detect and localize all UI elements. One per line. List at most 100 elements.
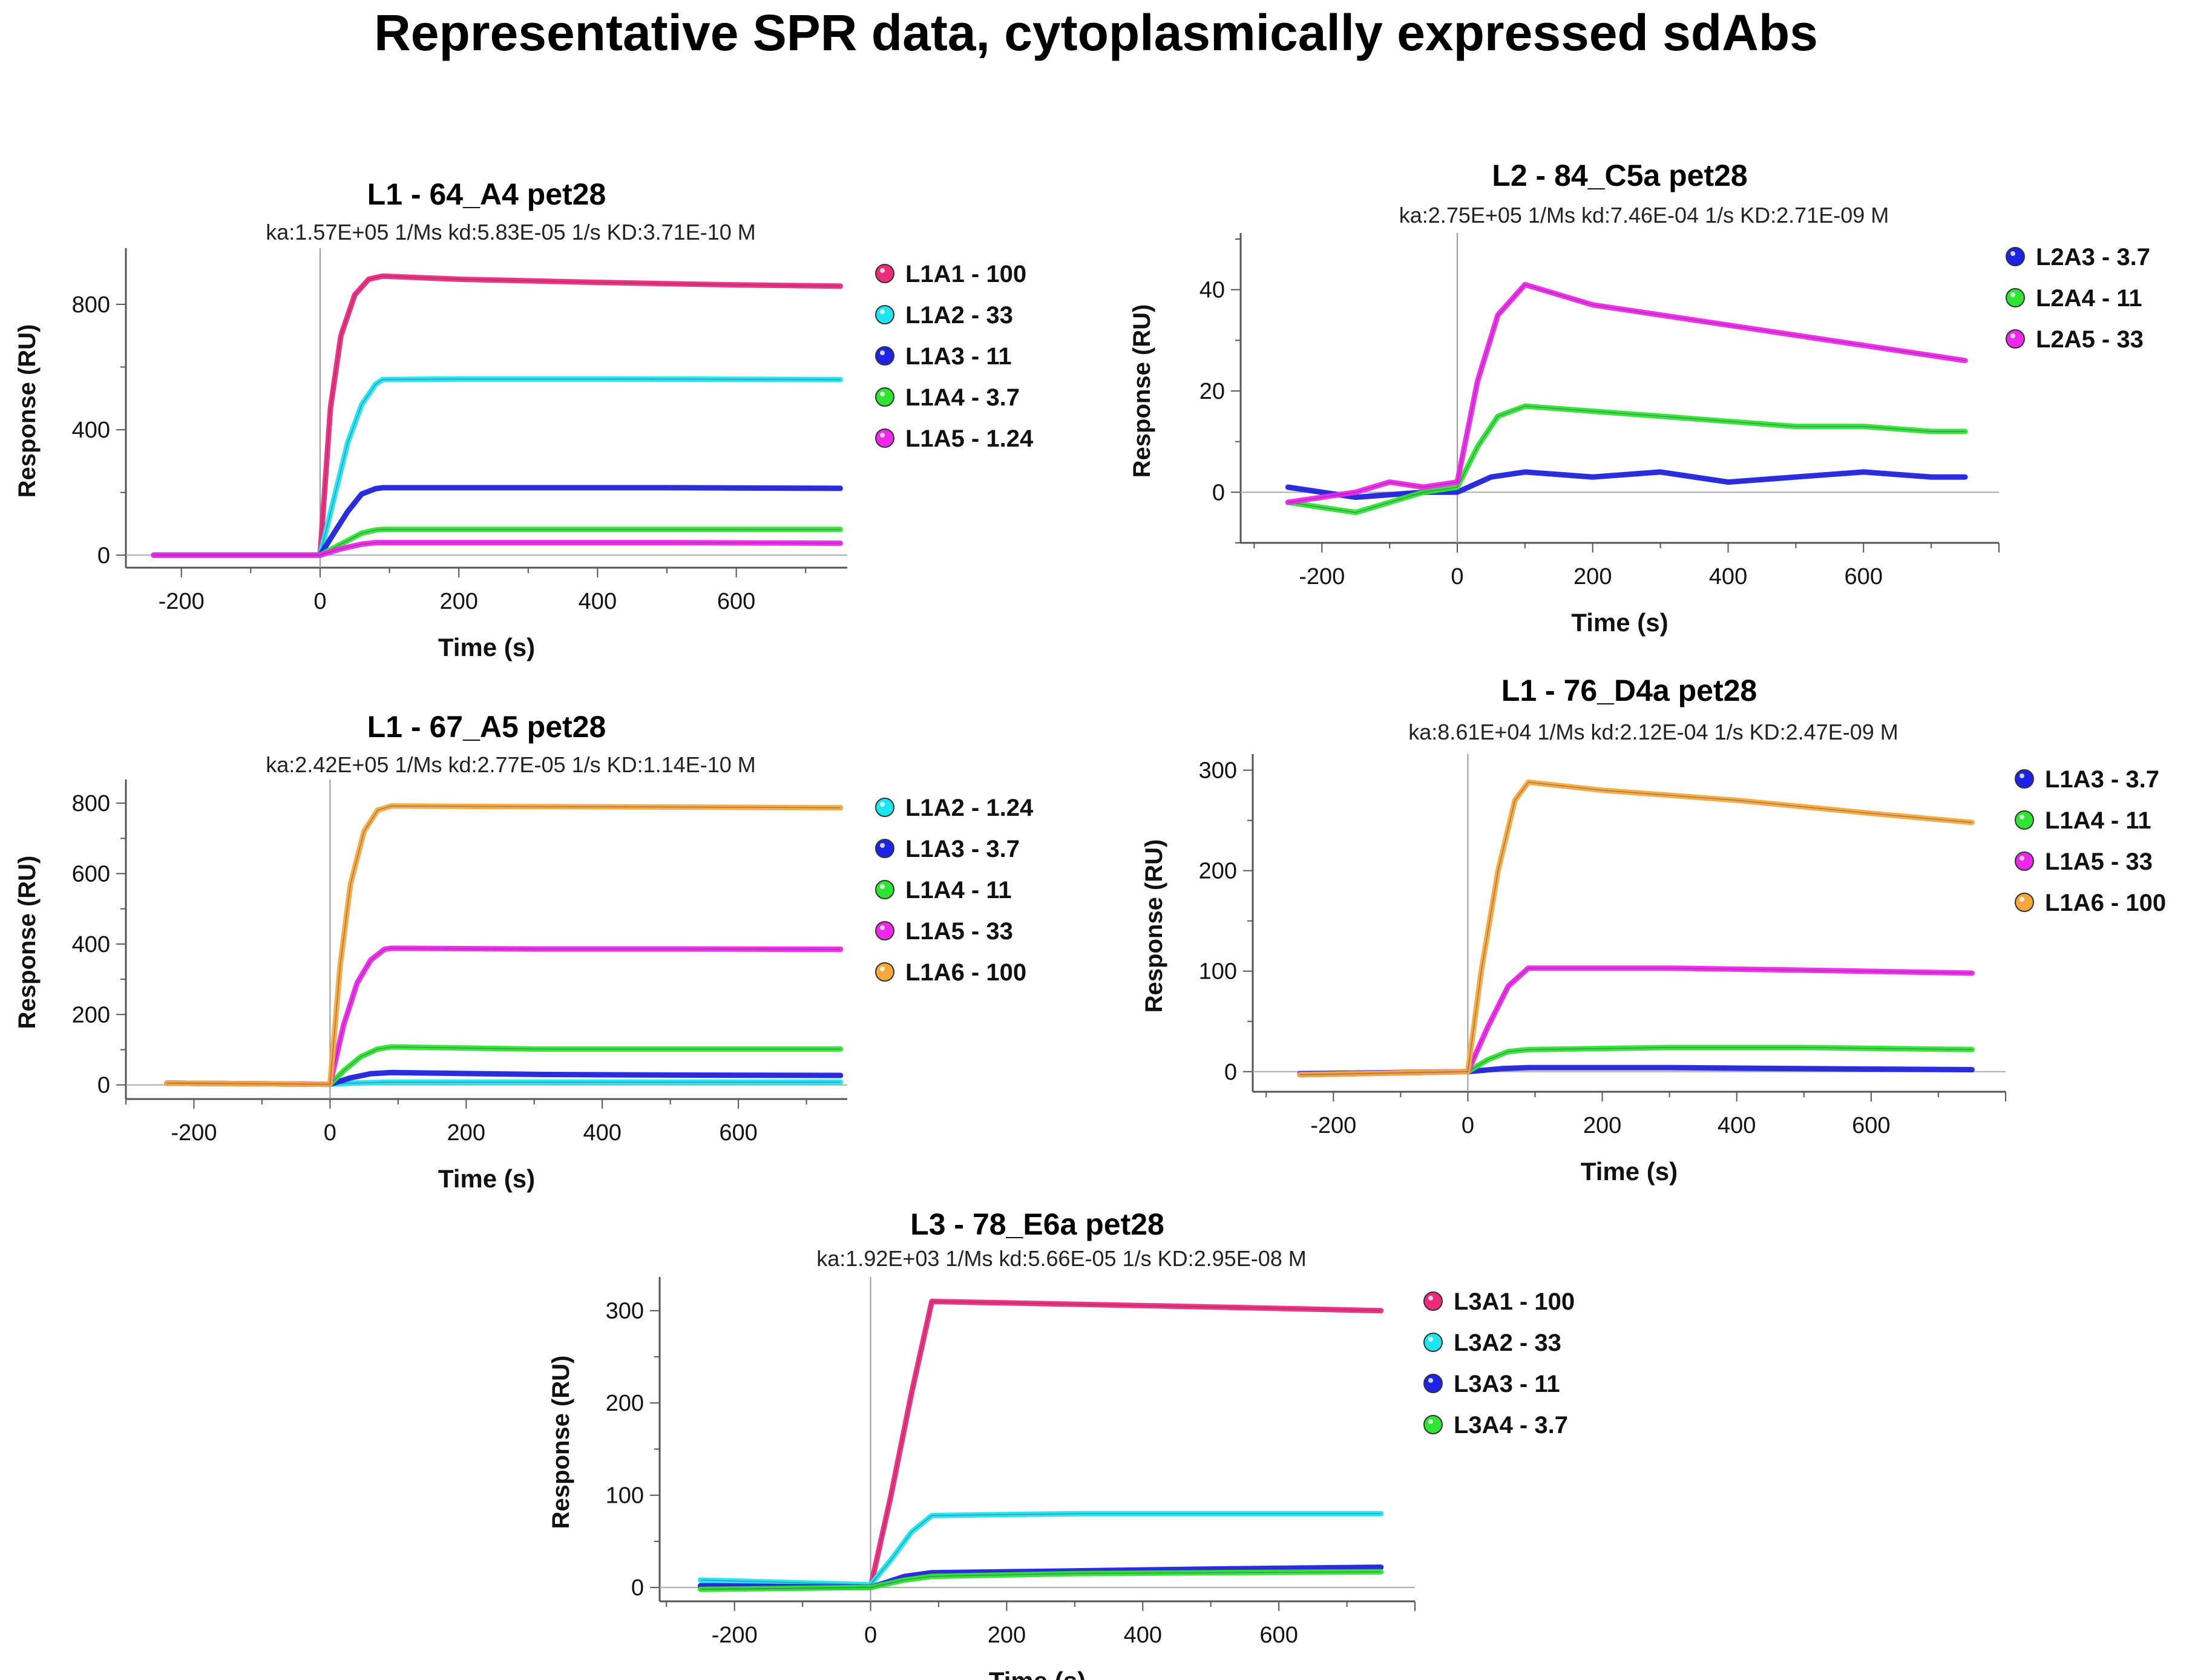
legend-marker-highlight (1428, 1337, 1433, 1342)
y-tick-label: 0 (97, 1073, 110, 1098)
legend-marker-highlight (880, 884, 885, 889)
legend-marker (875, 798, 894, 817)
x-tick-label: 600 (719, 1120, 757, 1146)
x-tick-label: 0 (1451, 564, 1463, 589)
legend-marker (2015, 810, 2034, 830)
legend-label: L1A6 - 100 (905, 959, 1026, 986)
x-axis-label: Time (s) (1571, 608, 1668, 637)
legend-marker-highlight (1428, 1419, 1433, 1424)
x-tick-label: 200 (988, 1623, 1026, 1648)
chart-panel-3: L1 - 67_A5 pet28 ka:2.42E+05 1/Ms kd:2.77… (14, 710, 1034, 1193)
y-tick-label: 0 (631, 1575, 644, 1601)
legend-marker (2015, 769, 2034, 789)
legend-marker-highlight (880, 843, 885, 848)
x-tick-label: 200 (1573, 564, 1612, 589)
legend-marker (875, 305, 894, 324)
series-fit-line (700, 1301, 1381, 1588)
series-line (164, 1044, 844, 1088)
series-fit-line (166, 1046, 841, 1085)
x-tick-label: 0 (324, 1120, 336, 1146)
chart-subtitle: ka:1.57E+05 1/Ms kd:5.83E-05 1/s KD:3.71… (266, 220, 755, 244)
series-line (151, 376, 843, 558)
legend-marker-highlight (2020, 815, 2024, 819)
legend-label: L1A4 - 3.7 (905, 384, 1020, 411)
y-tick-label: 200 (606, 1391, 644, 1416)
series-fit-line (166, 948, 841, 1085)
y-tick-label: 200 (72, 1002, 110, 1028)
chart-subtitle: ka:8.61E+04 1/Ms kd:2.12E-04 1/s KD:2.47… (1408, 720, 1898, 744)
x-tick-label: 400 (579, 589, 617, 614)
x-tick-label: -200 (712, 1623, 758, 1648)
legend-marker (1423, 1291, 1443, 1311)
series-line (1285, 403, 1968, 516)
chart-title: L1 - 67_A5 pet28 (367, 710, 606, 744)
y-tick-label: 100 (606, 1483, 644, 1509)
x-tick-label: -200 (1299, 564, 1345, 589)
y-axis-label: Response (RU) (1129, 304, 1155, 478)
legend-marker (1423, 1415, 1443, 1434)
legend-label: L2A5 - 33 (2036, 326, 2144, 353)
legend-marker-highlight (1428, 1378, 1433, 1383)
x-tick-label: 400 (1709, 564, 1747, 589)
series-fit-line (1288, 284, 1966, 503)
chart-panel-2: L2 - 84_C5a pet28 ka:2.75E+05 1/Ms kd:7.4… (1129, 159, 2150, 637)
series-fit-line (1288, 405, 1966, 513)
x-tick-label: -200 (1310, 1113, 1356, 1138)
legend-marker-highlight (880, 802, 885, 807)
x-tick-label: 200 (1583, 1113, 1621, 1138)
legend-label: L3A1 - 100 (1454, 1288, 1575, 1315)
x-tick-label: 0 (1462, 1113, 1474, 1138)
legend-label: L3A2 - 33 (1454, 1330, 1561, 1356)
chart-panel-4: L1 - 76_D4a pet28 ka:8.61E+04 1/Ms kd:2.1… (1141, 674, 2166, 1186)
chart-title: L3 - 78_E6a pet28 (910, 1207, 1164, 1241)
legend-marker-highlight (880, 966, 885, 971)
y-tick-label: 800 (72, 292, 110, 318)
series-line (1297, 779, 1975, 1078)
x-tick-label: 200 (447, 1120, 485, 1146)
series-line (151, 273, 843, 558)
legend-label: L3A4 - 3.7 (1454, 1412, 1568, 1439)
y-tick-label: 200 (1199, 859, 1237, 884)
legend-marker (875, 962, 894, 982)
y-tick-label: 0 (1224, 1060, 1237, 1085)
x-tick-label: 600 (1852, 1113, 1890, 1138)
y-tick-label: 300 (1199, 758, 1237, 784)
series-fit-line (700, 1513, 1381, 1586)
series-line (1297, 965, 1975, 1078)
y-tick-label: 0 (97, 543, 110, 568)
series-line (151, 485, 843, 558)
series-fit-line (1299, 967, 1972, 1075)
legend-marker (2015, 893, 2034, 912)
y-axis-label: Response (RU) (14, 324, 41, 498)
legend-marker-highlight (2020, 773, 2024, 778)
legend-marker-highlight (2020, 897, 2024, 902)
series-line (1285, 281, 1968, 505)
legend-marker-highlight (880, 309, 885, 314)
chart-subtitle: ka:2.75E+05 1/Ms kd:7.46E-04 1/s KD:2.71… (1399, 203, 1889, 228)
x-tick-label: 0 (313, 589, 326, 614)
series-fit-line (153, 275, 841, 556)
series-line (151, 540, 843, 558)
legend-marker-highlight (2010, 292, 2015, 297)
series-fit-line (153, 487, 841, 556)
y-tick-label: 800 (72, 791, 110, 816)
legend-label: L1A6 - 100 (2045, 890, 2166, 916)
y-tick-label: 100 (1199, 959, 1237, 985)
chart-title: L1 - 64_A4 pet28 (367, 177, 606, 211)
y-tick-label: 600 (72, 862, 110, 887)
x-tick-label: 600 (717, 589, 755, 614)
y-tick-label: 40 (1199, 278, 1225, 303)
legend-marker (1423, 1374, 1443, 1393)
legend-label: L1A4 - 11 (2045, 807, 2151, 834)
x-tick-label: 400 (583, 1120, 621, 1146)
x-tick-label: 400 (1718, 1113, 1756, 1138)
chart-title: L1 - 76_D4a pet28 (1501, 674, 1757, 707)
x-axis-label: Time (s) (438, 633, 535, 661)
series-line (698, 1511, 1384, 1588)
legend-label: L1A5 - 33 (905, 918, 1013, 945)
series-line (698, 1299, 1384, 1590)
y-axis-label: Response (RU) (1141, 839, 1167, 1013)
legend-marker (2015, 851, 2034, 871)
legend-marker-highlight (2020, 856, 2024, 861)
